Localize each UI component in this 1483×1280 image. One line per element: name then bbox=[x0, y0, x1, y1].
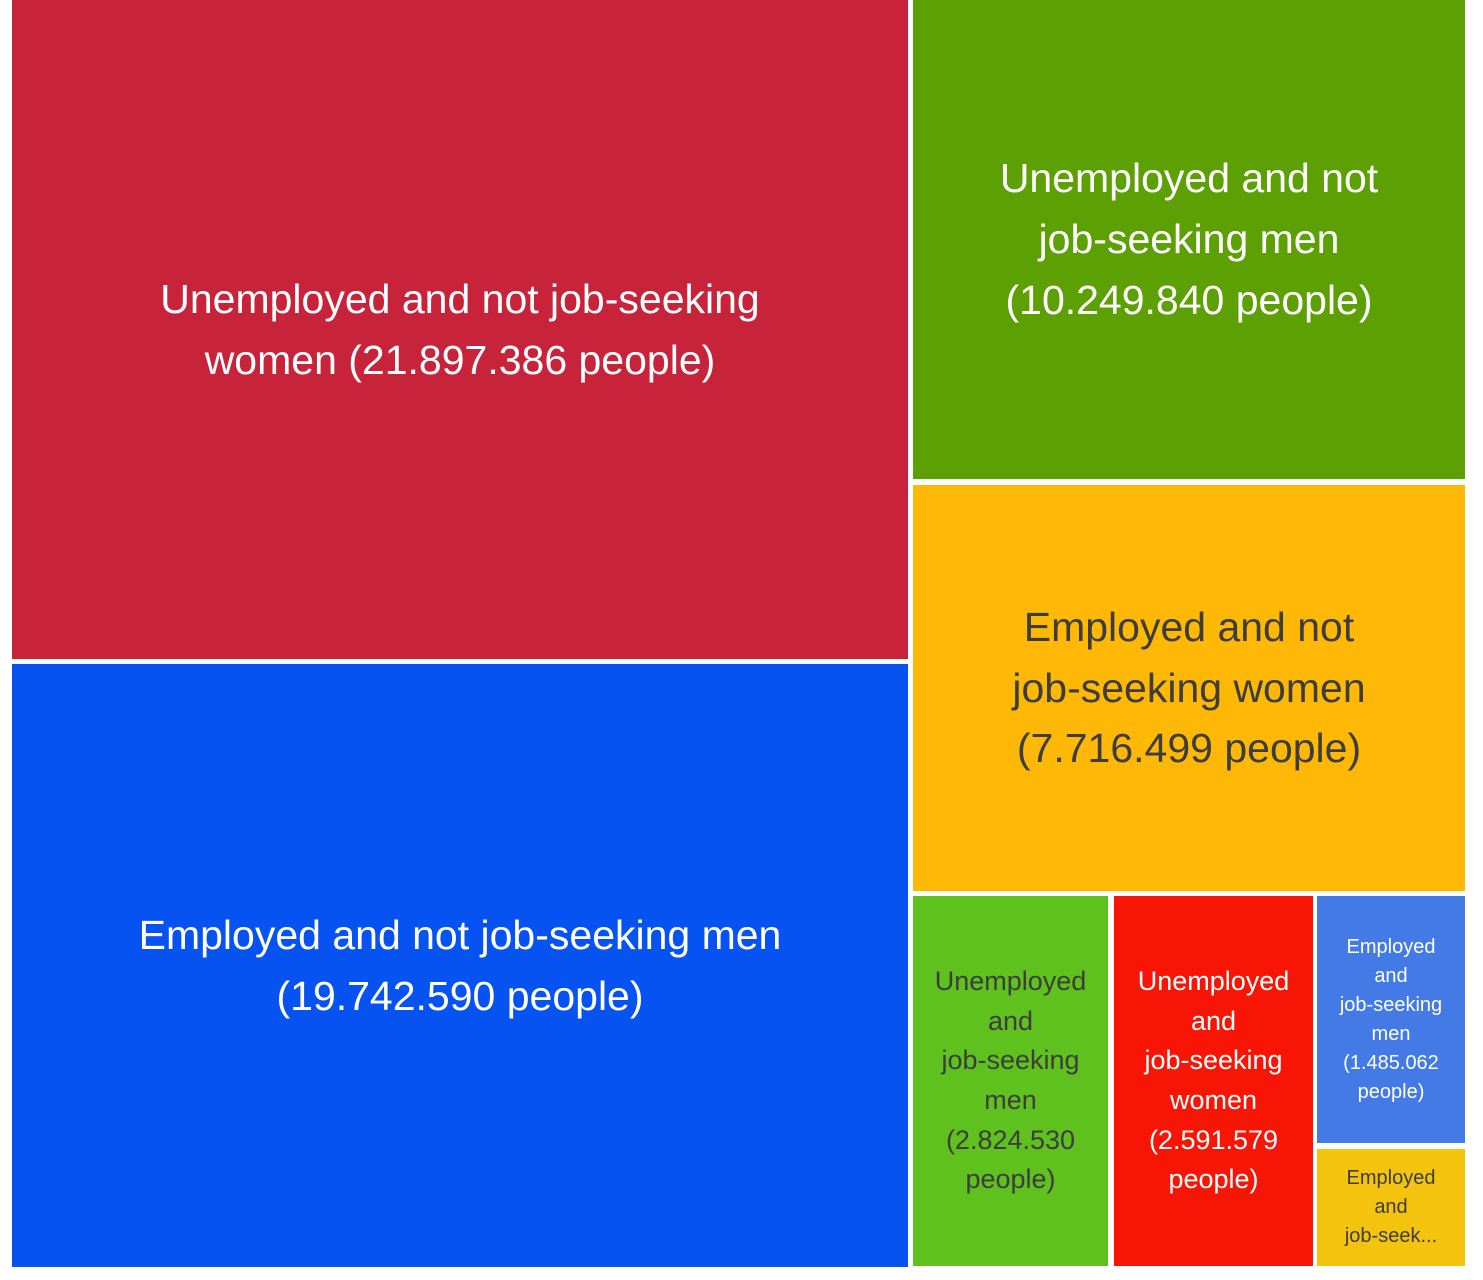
treemap-cell-label: Unemployed and not job-seeking men (10.2… bbox=[999, 155, 1379, 323]
treemap-cell-label: Employed and job-seeking men (1.485.062 … bbox=[1339, 935, 1443, 1103]
treemap-cell-label: Unemployed and job-seeking women (2.591.… bbox=[1137, 965, 1290, 1195]
treemap-cell-unemployed-not-jobseeking-men[interactable]: Unemployed and not job-seeking men (10.2… bbox=[913, 0, 1465, 479]
treemap-cell-label: Unemployed and job-seeking men (2.824.53… bbox=[934, 965, 1087, 1195]
treemap-cell-label: Unemployed and not job-seeking women (21… bbox=[160, 275, 760, 383]
treemap-cell-label: Employed and not job-seeking women (7.71… bbox=[1012, 603, 1366, 772]
treemap-cell-employed-not-jobseeking-women[interactable]: Employed and not job-seeking women (7.71… bbox=[913, 485, 1465, 891]
treemap-cell-unemployed-jobseeking-women[interactable]: Unemployed and job-seeking women (2.591.… bbox=[1114, 896, 1313, 1266]
treemap-cell-label: Employed and not job-seeking men (19.742… bbox=[138, 911, 782, 1019]
treemap-cell-employed-not-jobseeking-men[interactable]: Employed and not job-seeking men (19.742… bbox=[12, 664, 908, 1267]
treemap-cell-unemployed-jobseeking-men[interactable]: Unemployed and job-seeking men (2.824.53… bbox=[913, 896, 1108, 1266]
treemap-cell-employed-jobseeking-truncated[interactable]: Employed and job-seek... bbox=[1317, 1149, 1465, 1266]
treemap-cell-employed-jobseeking-men[interactable]: Employed and job-seeking men (1.485.062 … bbox=[1317, 896, 1465, 1143]
treemap-cell-unemployed-not-jobseeking-women[interactable]: Unemployed and not job-seeking women (21… bbox=[12, 0, 908, 659]
treemap-cell-label: Employed and job-seek... bbox=[1344, 1167, 1438, 1247]
